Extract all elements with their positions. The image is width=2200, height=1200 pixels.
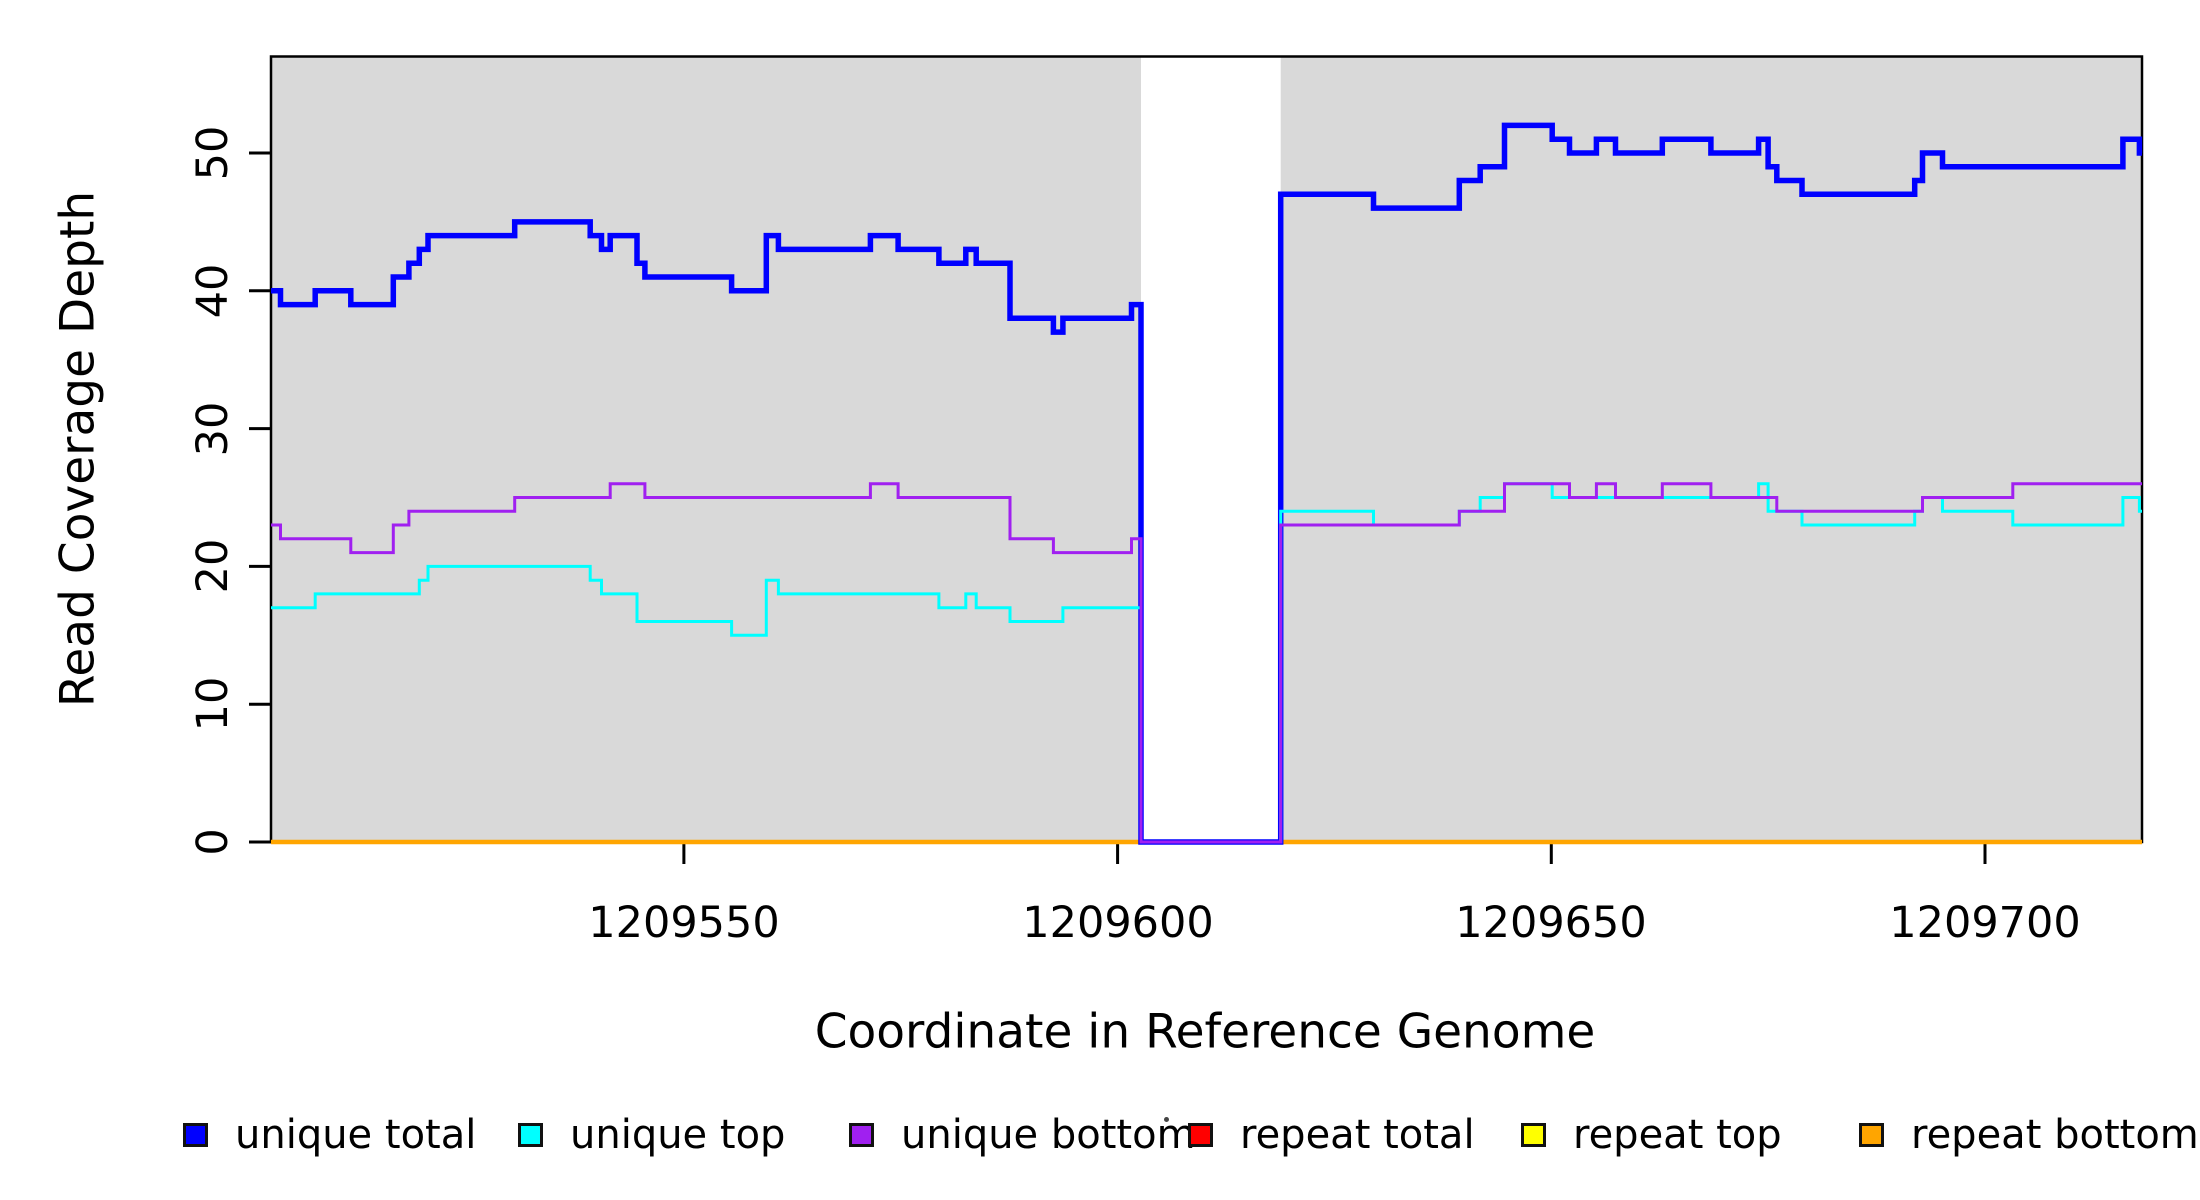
x-tick-label-1209600: 1209600 [1022,898,1214,948]
legend-item-repeat-total: repeat total [1188,1112,1475,1158]
legend-label: unique total [235,1112,477,1158]
coverage-panel-right [1280,56,2142,842]
legend-item-repeat-top: repeat top [1521,1112,1782,1158]
series-line-unique-bottom [271,482,2142,844]
speck-artifact [1164,1117,1169,1122]
legend-label: unique top [570,1112,786,1158]
y-tick-label-10: 10 [188,676,238,732]
unique-bottom-swatch-icon [849,1123,874,1147]
legend-item-unique-bottom: unique bottom [849,1112,1196,1158]
repeat-bottom-swatch-icon [1859,1123,1884,1147]
legend: unique total unique top unique bottom re… [0,1112,2200,1158]
coverage-panel-left [271,56,1141,842]
legend-item-unique-top: unique top [518,1112,786,1158]
x-tick-label-1209550: 1209550 [588,898,780,948]
series-line-unique-total [271,122,2143,845]
y-tick-label-40: 40 [188,263,238,319]
legend-label: repeat top [1573,1112,1782,1158]
legend-label: repeat bottom [1911,1112,2199,1158]
legend-item-unique-total: unique total [183,1112,477,1158]
x-tick-label-1209700: 1209700 [1889,898,2081,948]
unique-top-swatch-icon [518,1123,543,1147]
y-axis-label: Read Coverage Depth [50,190,106,708]
y-tick-label-30: 30 [188,401,238,457]
y-tick-label-20: 20 [188,538,238,594]
x-tick-label-1209650: 1209650 [1455,898,1647,948]
legend-label: unique bottom [901,1112,1196,1158]
legend-label: repeat total [1240,1112,1475,1158]
repeat-total-swatch-icon [1188,1123,1213,1147]
unique-total-swatch-icon [183,1123,208,1147]
repeat-top-swatch-icon [1521,1123,1546,1147]
y-tick-label-0: 0 [188,828,238,856]
x-axis-label: Coordinate in Reference Genome [814,1004,1596,1060]
legend-item-repeat-bottom: repeat bottom [1859,1112,2199,1158]
y-tick-label-50: 50 [188,125,238,181]
